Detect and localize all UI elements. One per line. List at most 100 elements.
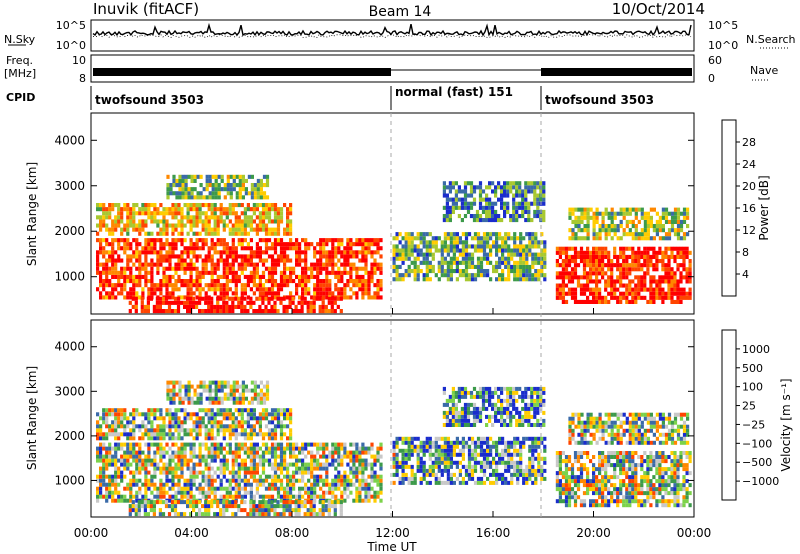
power-cells-cell-1849 [501,256,505,261]
power-cells-cell-1264 [231,227,235,232]
power-cells-cell-2994 [204,309,208,314]
power-cells-cell-1703 [449,244,453,249]
power-cells-cell-2606 [661,259,665,264]
power-cells-cell-604 [267,266,272,271]
power-cells-cell-201 [150,250,154,255]
velocity-cells-cell-222 [156,466,160,471]
power-cells-cell-1971 [540,273,544,278]
velocity-cells-cell-1410 [166,396,170,401]
power-cells-cell-2957 [161,296,166,301]
power-cells-cell-1443 [205,178,209,183]
velocity-cells-cell-194 [147,458,151,463]
power-cells-cell-2132 [506,189,510,194]
velocity-cells-cell-1220 [195,436,199,441]
velocity-cells-cell-402 [204,442,208,447]
power-cells-cell-2209 [536,181,540,186]
velocity-cells-cell-1419 [169,380,173,385]
power-cells-cell-1965 [537,269,541,274]
power-cells-cell-118 [129,291,133,296]
velocity-cells-cell-579 [252,446,256,451]
velocity-cells-cell-1096 [129,432,133,437]
power-cells-cell-984 [373,238,377,243]
power-cells-cell-2658 [676,279,680,284]
power-cells-cell-939 [361,242,365,247]
velocity-cells-cell-581 [255,490,259,495]
power-cells-cell-2179 [524,185,528,190]
velocity-cells-cell-842 [328,490,332,495]
velocity-cells-cell-1780 [467,460,472,465]
velocity-cells-cell-777 [310,482,314,487]
velocity-cells-cell-1586 [401,468,405,473]
velocity-cells-cell-1626 [413,444,417,449]
power-cells-cell-1978 [540,240,544,245]
power-cells-cell-2418 [607,259,611,264]
velocity-cells-cell-528 [240,478,244,483]
power-cells-cell-1475 [226,178,230,183]
velocity-cells-cell-1011 [376,478,380,483]
power-cells-cell-2265 [564,271,569,276]
power-cells-cell-449 [222,266,226,271]
velocity-cells-cell-642 [273,482,278,487]
power-cells-cell-2098 [491,201,495,206]
power-cells-cell-2743 [586,219,590,224]
power-cells-cell-516 [240,254,244,259]
power-cells-cell-109 [126,274,130,279]
velocity-cells-cell-279 [171,454,175,459]
power-cells-cell-1153 [174,215,178,220]
velocity-cells-cell-831 [325,482,329,487]
velocity-cells-cell-1557 [265,384,270,389]
velocity-cells-cell-278 [171,458,175,463]
power-cells-cell-2963 [167,300,172,305]
velocity-cells-cell-1558 [265,380,270,385]
velocity-cells-cell-1430 [178,392,182,397]
power-cells-cell-969 [370,266,374,271]
power-cells-cell-2071 [478,185,483,190]
velocity-cells-cell-1086 [123,424,127,429]
power-cells-cell-2385 [598,267,602,272]
power-cells-cell-2160 [518,201,522,206]
power-cells-cell-2697 [688,279,692,284]
velocity-cells-cell-1116 [141,432,145,437]
velocity-cells-cell-1241 [204,412,208,417]
velocity-cells-cell-1017 [379,498,383,503]
power-cells-cell-1884 [513,264,517,269]
power-cells-cell-1518 [256,183,260,188]
power-cells-cell-1241 [216,215,220,220]
power-cells-cell-524 [243,266,247,271]
velocity-cells-cell-1020 [379,482,383,487]
power-cells-cell-2104 [494,201,498,206]
power-cells-cell-2234 [555,263,559,268]
velocity-cells-cell-536 [243,486,247,491]
power-cells-cell-70 [114,270,118,275]
velocity-cells-cell-428 [213,494,217,499]
power-cells-cell-1831 [495,248,499,253]
velocity-cells-cell-115 [126,466,130,471]
power-cells-cell-1592 [410,240,414,245]
power-cells-cell-1624 [422,256,426,261]
power-cells-cell-3097 [309,300,313,305]
velocity-cells-cell-64 [111,462,115,467]
power-cells-cell-2718 [574,219,578,224]
velocity-cells-cell-1076 [117,412,121,417]
power-cells-cell-199 [150,262,154,267]
power-cells-cell-425 [216,279,220,284]
power-cells-cell-1820 [489,232,493,237]
power-cells-cell-2227 [542,181,546,186]
power-cells-cell-2013 [451,205,455,210]
power-cells-cell-2864 [655,232,659,237]
velocity-cells-cell-950 [358,470,362,475]
velocity-cells-cell-1817 [479,448,484,453]
power-cells-cell-1123 [159,231,163,236]
velocity-cells-cell-382 [201,494,205,499]
power-cells-cell-1350 [273,227,278,232]
velocity-cells-cell-1764 [461,456,465,461]
power-cells-cell-250 [165,266,169,271]
velocity-cells-cell-510 [234,446,238,451]
velocity-cells-cell-1251 [210,432,214,437]
velocity-cells-cell-111 [123,442,127,447]
power-cells-cell-1825 [492,232,496,237]
power-cells-cell-773 [319,287,323,292]
velocity-cells-cell-1408 [289,412,293,417]
velocity-cells-cell-360 [192,462,196,467]
velocity-cells-cell-351 [189,446,193,451]
